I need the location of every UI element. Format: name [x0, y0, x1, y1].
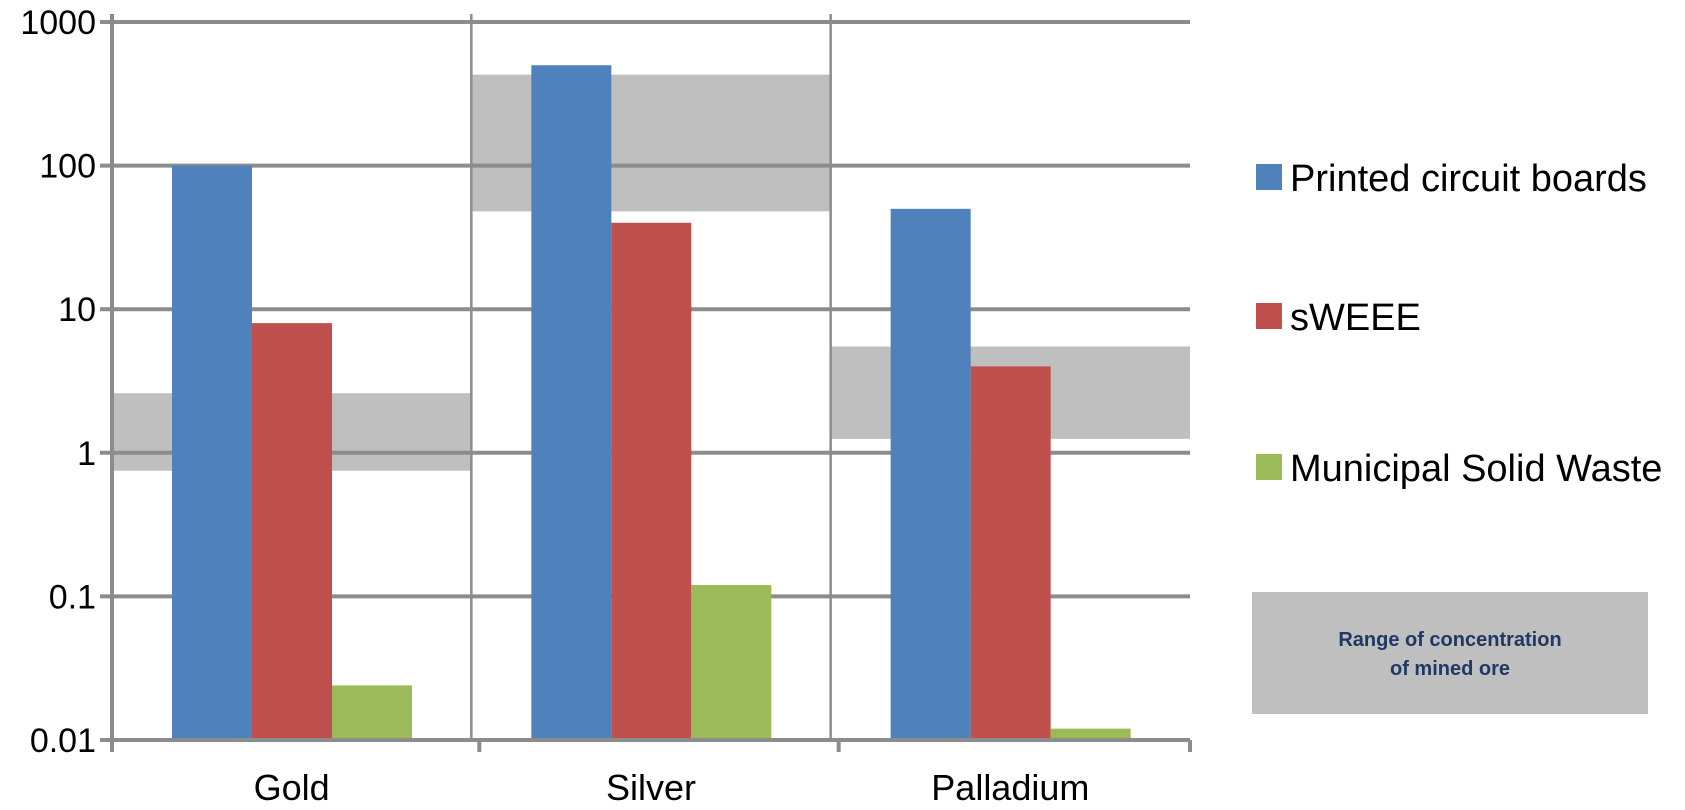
legend-swatch-printed-circuit-boards	[1256, 164, 1282, 190]
bar-palladium-sweee	[970, 366, 1051, 740]
ore-range-band-silver	[471, 74, 831, 212]
x-tick-label-gold: Gold	[254, 767, 330, 808]
legend-swatch-sweee	[1256, 303, 1282, 329]
y-tick-label: 10	[58, 291, 96, 329]
y-tick-label: 1000	[20, 4, 96, 42]
x-tick-label-silver: Silver	[606, 767, 696, 808]
bar-palladium-municipal-solid-waste	[1050, 728, 1131, 740]
x-tick-label-palladium: Palladium	[931, 767, 1089, 808]
y-tick-label: 0.01	[30, 722, 96, 760]
y-tick-label: 0.1	[49, 578, 96, 616]
range-legend-box	[1252, 592, 1648, 714]
legend-label: sWEEE	[1290, 297, 1421, 339]
bar-gold-printed-circuit-boards	[172, 165, 252, 741]
bar-gold-municipal-solid-waste	[332, 685, 412, 740]
bar-palladium-printed-circuit-boards	[890, 208, 971, 741]
legend-label: Municipal Solid Waste	[1290, 448, 1662, 490]
bar-gold-sweee	[252, 323, 332, 740]
bar-silver-sweee	[611, 222, 692, 740]
legend-swatch-municipal-solid-waste	[1256, 454, 1282, 480]
range-legend-label: Range of concentration	[1338, 629, 1561, 651]
bar-silver-printed-circuit-boards	[531, 65, 612, 740]
y-tick-label: 1	[77, 435, 96, 473]
y-tick-label: 100	[39, 148, 96, 186]
legend-label: Printed circuit boards	[1290, 158, 1647, 200]
range-legend-label: of mined ore	[1390, 658, 1510, 680]
bar-silver-municipal-solid-waste	[691, 585, 772, 740]
